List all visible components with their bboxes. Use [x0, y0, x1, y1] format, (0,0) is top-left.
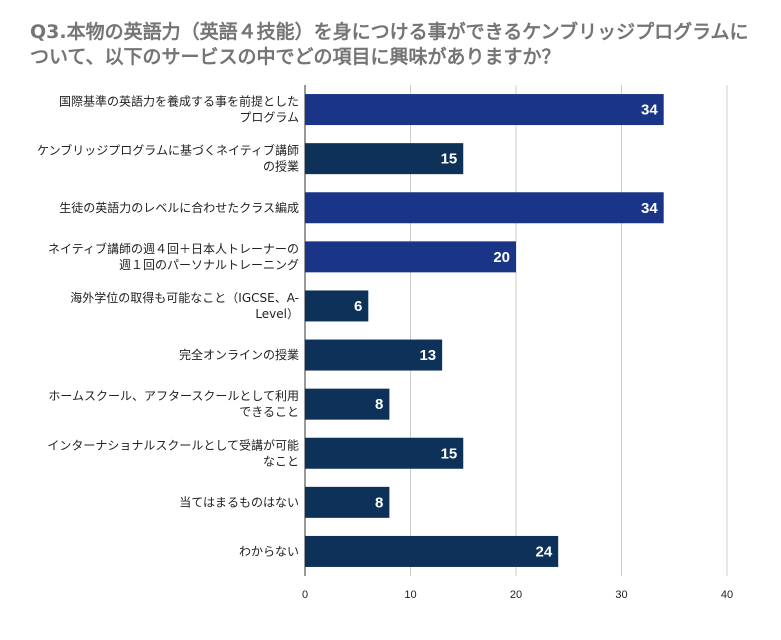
category-label: 当てはまるものはない — [179, 495, 299, 509]
data-label: 24 — [536, 543, 553, 560]
category-label: ケンブリッジプログラムに基づくネイティブ講師の授業 — [37, 143, 299, 174]
chart-title: Q3.本物の英語力（英語４技能）を身につける事ができるケンブリッジプログラムにつ… — [30, 21, 749, 68]
data-label: 8 — [375, 494, 383, 511]
data-label: 13 — [419, 347, 436, 364]
bar — [305, 388, 390, 420]
data-label: 15 — [441, 151, 458, 168]
x-tick-label: 0 — [302, 589, 308, 601]
data-label: 20 — [493, 249, 510, 266]
bar — [305, 143, 464, 175]
category-label: インターナショナルスクールとして受講が可能なこと — [47, 437, 299, 468]
category-label: わからない — [239, 544, 299, 558]
x-tick-label: 20 — [510, 589, 522, 601]
category-label: 完全オンラインの授業 — [179, 347, 299, 362]
bar — [305, 535, 559, 567]
x-tick-label: 30 — [615, 589, 627, 601]
category-label: 海外学位の取得も可能なこと（IGCSE、A-Level） — [70, 290, 299, 321]
data-label: 34 — [641, 102, 658, 119]
data-label: 34 — [641, 200, 658, 217]
category-label: ネイティブ講師の週４回＋日本人トレーナーの週１回のパーソナルトレーニング — [48, 241, 299, 272]
x-tick-label: 40 — [721, 589, 733, 601]
bar — [305, 192, 664, 224]
data-label: 6 — [354, 298, 362, 315]
bar — [305, 94, 664, 126]
bar — [305, 486, 390, 518]
bar — [305, 339, 443, 371]
bar — [305, 290, 369, 322]
bar — [305, 241, 516, 273]
bar — [305, 437, 464, 469]
x-tick-label: 10 — [404, 589, 416, 601]
data-label: 8 — [375, 396, 383, 413]
category-label: ホームスクール、アフタースクールとして利用できること — [48, 389, 299, 419]
category-label: 生徒の英語力のレベルに合わせたクラス編成 — [59, 200, 299, 215]
category-label: 国際基準の英語力を養成する事を前提としたプログラム — [59, 94, 299, 125]
data-label: 15 — [441, 445, 458, 462]
